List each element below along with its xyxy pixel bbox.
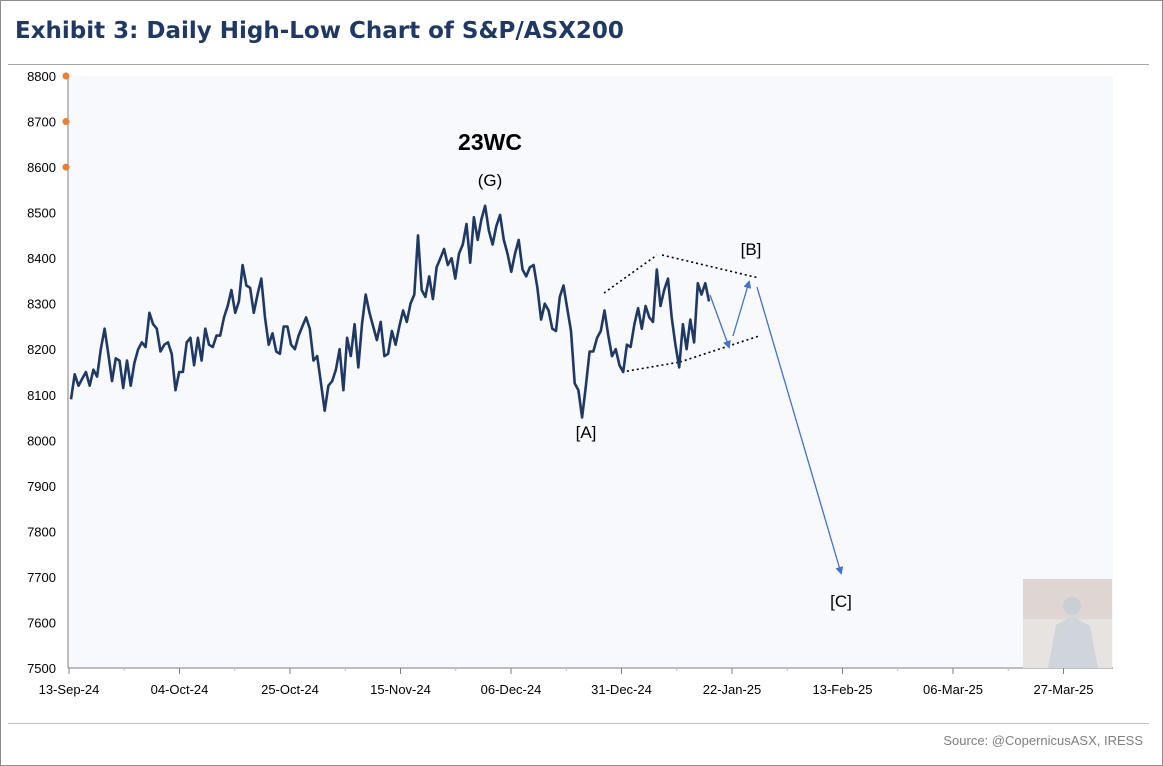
triangle-guide-line bbox=[679, 335, 760, 363]
projection-arrow bbox=[756, 286, 844, 575]
chart-axes bbox=[67, 74, 1113, 669]
x-tick-label: 04-Oct-24 bbox=[151, 682, 209, 697]
y-tick-label: 8000 bbox=[27, 433, 56, 448]
x-tick-label: 13-Feb-25 bbox=[813, 682, 873, 697]
y-tick-marker bbox=[62, 118, 70, 126]
x-tick-label: 06-Dec-24 bbox=[481, 682, 542, 697]
projection-arrows bbox=[709, 280, 844, 575]
y-tick-label: 8700 bbox=[27, 115, 56, 130]
wave-annotations: 23WC (G) [A] [B] [C] bbox=[458, 129, 852, 611]
annotation-b: [B] bbox=[741, 240, 762, 259]
x-tick-label: 06-Mar-25 bbox=[923, 682, 983, 697]
plot-area bbox=[68, 76, 1113, 668]
y-tick-marker bbox=[62, 163, 70, 171]
annotation-c: [C] bbox=[830, 592, 852, 611]
triangle-guide-line bbox=[603, 254, 658, 294]
x-tick-label: 25-Oct-24 bbox=[261, 682, 319, 697]
copernicus-watermark-image bbox=[1023, 579, 1112, 668]
y-tick-label: 8100 bbox=[27, 388, 56, 403]
y-tick-label: 8300 bbox=[27, 297, 56, 312]
annotation-g: (G) bbox=[478, 171, 503, 190]
y-tick-label: 8200 bbox=[27, 342, 56, 357]
x-tick-label: 13-Sep-24 bbox=[39, 682, 100, 697]
chart-title: Exhibit 3: Daily High-Low Chart of S&P/A… bbox=[15, 18, 624, 44]
x-tick-label: 27-Mar-25 bbox=[1034, 682, 1094, 697]
x-axis-ticks: 13-Sep-24 04-Oct-24 25-Oct-24 15-Nov-24 06-D… bbox=[39, 668, 1094, 697]
y-tick-label: 8800 bbox=[27, 69, 56, 84]
x-tick-label: 31-Dec-24 bbox=[591, 682, 652, 697]
price-series-line bbox=[69, 204, 711, 419]
projection-arrow bbox=[709, 294, 731, 349]
watermark-head bbox=[1063, 597, 1081, 615]
annotation-a: [A] bbox=[576, 423, 597, 442]
y-tick-label: 7500 bbox=[27, 661, 56, 676]
y-tick-label: 7800 bbox=[27, 524, 56, 539]
triangle-guides bbox=[603, 254, 760, 373]
y-axis-ticks: 7500 7600 7700 7800 7900 8000 8100 8200 8300 8400… bbox=[27, 69, 70, 676]
source-note: Source: @CopernicusASX, IRESS bbox=[943, 733, 1143, 748]
watermark-body bbox=[1048, 616, 1098, 668]
projection-arrow bbox=[732, 280, 752, 337]
y-tick-label: 7600 bbox=[27, 615, 56, 630]
triangle-guide-line bbox=[661, 254, 760, 279]
y-tick-label: 7900 bbox=[27, 479, 56, 494]
y-tick-label: 8600 bbox=[27, 160, 56, 175]
footer-divider bbox=[8, 723, 1149, 724]
annotation-23wc: 23WC bbox=[458, 129, 522, 155]
y-tick-marker bbox=[62, 72, 70, 80]
y-tick-label: 8500 bbox=[27, 206, 56, 221]
y-tick-label: 8400 bbox=[27, 251, 56, 266]
x-tick-label: 22-Jan-25 bbox=[703, 682, 762, 697]
title-divider bbox=[8, 64, 1149, 65]
y-tick-label: 7700 bbox=[27, 570, 56, 585]
x-tick-label: 15-Nov-24 bbox=[370, 682, 431, 697]
